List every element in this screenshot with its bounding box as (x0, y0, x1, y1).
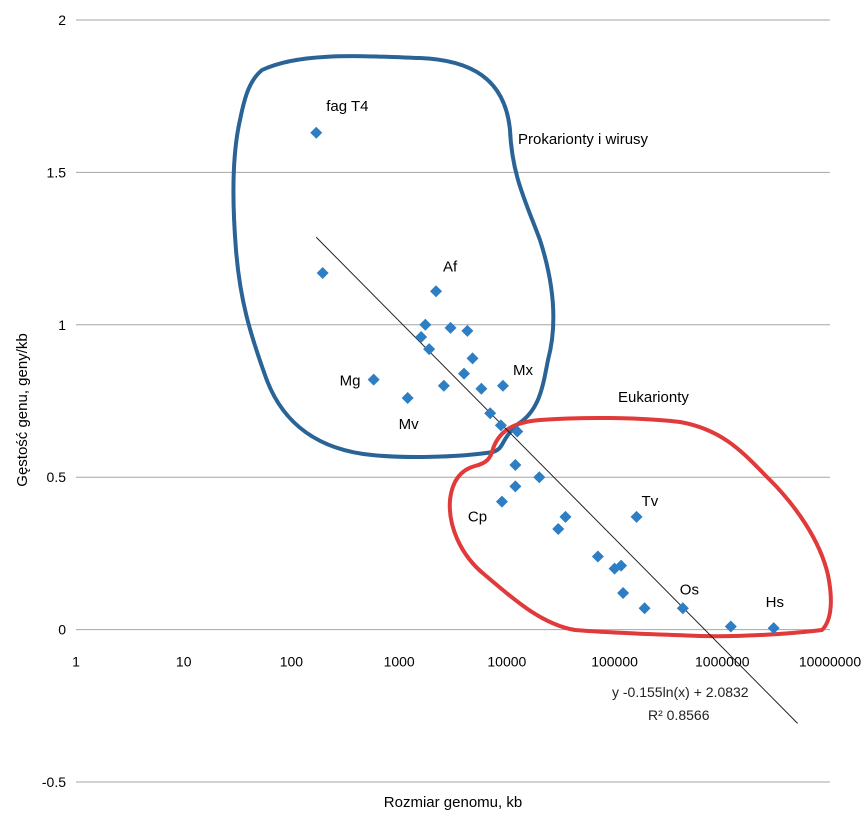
data-point (638, 602, 651, 615)
data-point (423, 343, 436, 356)
y-tick-labels: 2 1.5 1 0.5 0 -0.5 (42, 12, 66, 790)
data-point (591, 550, 604, 563)
data-point (509, 459, 522, 472)
data-point (444, 321, 457, 334)
data-point (559, 510, 572, 523)
y-tick-label: 1 (58, 317, 66, 333)
data-point (724, 620, 737, 633)
group-label-prokaryotes: Prokarionty i wirusy (518, 131, 649, 148)
eukaryotes-outline (447, 415, 833, 639)
y-tick-label: 0.5 (47, 469, 67, 485)
data-point (533, 471, 546, 484)
y-axis-title: Gęstość genu, geny/kb (14, 333, 31, 486)
data-point (415, 330, 428, 343)
data-point (475, 382, 488, 395)
point-label: fag T4 (326, 98, 368, 115)
point-label: Cp (468, 509, 487, 526)
point-label: Hs (766, 594, 784, 611)
data-point (461, 324, 474, 337)
x-tick-label: 100 (280, 654, 304, 670)
data-point (466, 352, 479, 365)
point-label: Mv (399, 416, 419, 433)
x-tick-label: 10000000 (799, 654, 862, 670)
data-point (419, 318, 432, 331)
x-tick-label: 1000 (384, 654, 415, 670)
data-point (511, 425, 524, 438)
group-label-eukaryotes: Eukarionty (618, 389, 689, 406)
y-tick-label: -0.5 (42, 774, 66, 790)
data-point (495, 495, 508, 508)
x-axis-title: Rozmiar genomu, kb (384, 794, 522, 811)
data-point (316, 266, 329, 279)
prokaryotes-outline (231, 54, 556, 459)
data-point (552, 523, 565, 536)
data-points (310, 126, 780, 635)
x-tick-label: 100000 (591, 654, 638, 670)
x-tick-label: 1 (72, 654, 80, 670)
point-labels: fag T4 Af Mg Mv Mx Cp Tv Os Hs (326, 98, 784, 611)
point-label: Mg (340, 373, 361, 390)
data-point (617, 587, 630, 600)
data-point (401, 391, 414, 404)
data-point (615, 559, 628, 572)
point-label: Os (680, 581, 699, 598)
x-tick-labels: 1 10 100 1000 10000 100000 1000000 10000000 (72, 654, 861, 670)
data-point (676, 602, 689, 615)
y-tick-label: 1.5 (47, 164, 67, 180)
x-tick-label: 10000 (487, 654, 526, 670)
data-point (437, 379, 450, 392)
trendline-equation: y -0.155ln(x) + 2.0832 (612, 684, 749, 700)
trendline (315, 236, 798, 724)
data-point (767, 622, 780, 635)
data-point (310, 126, 323, 139)
data-point (430, 285, 443, 298)
point-label: Af (443, 258, 458, 275)
y-tick-label: 2 (58, 12, 66, 28)
point-label: Tv (642, 493, 659, 510)
data-point (457, 367, 470, 380)
data-point (484, 407, 497, 420)
data-point (630, 510, 643, 523)
point-label: Mx (513, 362, 533, 379)
data-point (509, 480, 522, 493)
data-point (496, 379, 509, 392)
x-tick-label: 10 (176, 654, 192, 670)
data-point (367, 373, 380, 386)
y-tick-label: 0 (58, 622, 66, 638)
trendline-r2: R² 0.8566 (648, 707, 710, 723)
data-point (494, 419, 507, 432)
x-tick-label: 1000000 (695, 654, 750, 670)
